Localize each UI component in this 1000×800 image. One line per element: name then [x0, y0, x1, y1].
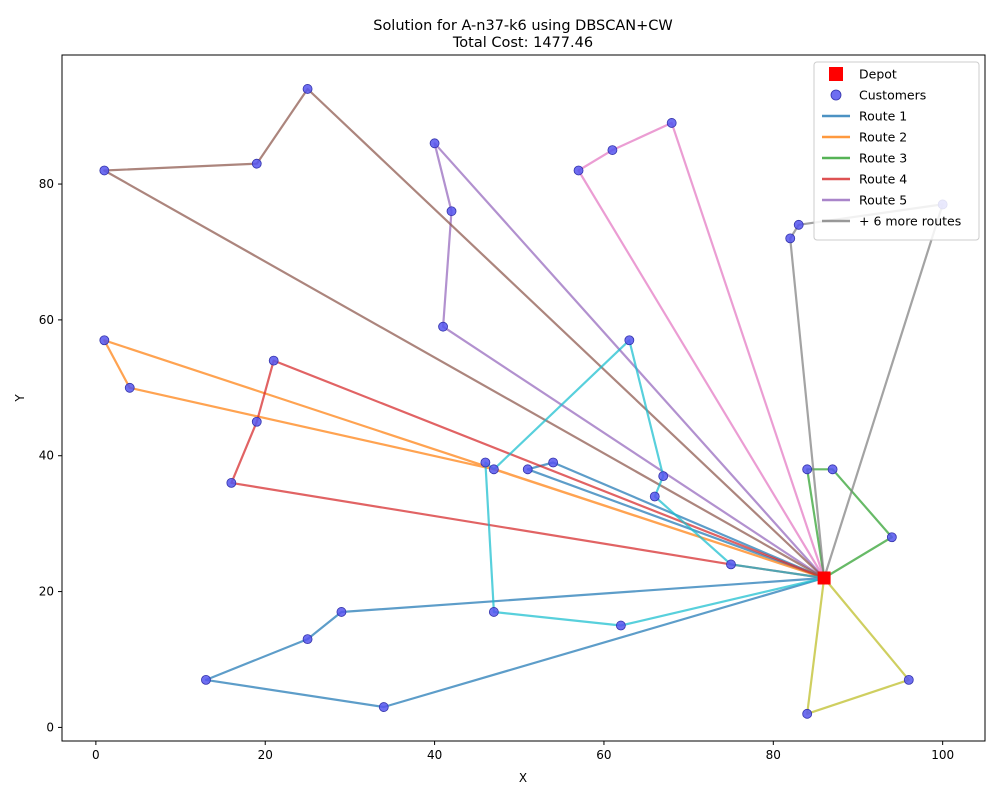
- x-tick-label: 80: [766, 748, 781, 762]
- legend-box: [813, 61, 980, 241]
- customer-point: [666, 118, 677, 128]
- y-tick-label: 0: [46, 720, 54, 734]
- customer-point: [378, 702, 389, 712]
- customer-point: [649, 491, 660, 502]
- y-tick-label: 60: [39, 313, 54, 327]
- route-line: [806, 468, 894, 579]
- customer-point: [336, 607, 347, 617]
- customer-point: [548, 457, 559, 468]
- customer-point: [99, 335, 110, 346]
- customer-point: [251, 416, 262, 427]
- customer-point: [302, 84, 313, 94]
- y-tick-label: 20: [39, 585, 54, 599]
- legend-label: Customers: [859, 88, 926, 103]
- customer-point: [268, 355, 279, 366]
- customer-point: [624, 335, 635, 346]
- x-tick-label: 40: [427, 748, 442, 762]
- customer-point: [429, 138, 440, 149]
- y-tick-label: 80: [39, 177, 54, 191]
- customer-point: [488, 607, 499, 617]
- route-line: [789, 203, 944, 579]
- customer-point: [438, 321, 448, 332]
- legend-label: Route 3: [859, 151, 907, 166]
- x-tick-label: 0: [92, 748, 100, 762]
- legend-label: Route 4: [859, 172, 907, 187]
- chart-title: Solution for A-n37-k6 using DBSCAN+CW: [373, 18, 673, 34]
- x-tick-label: 100: [931, 748, 954, 762]
- customer-point: [124, 382, 135, 393]
- route-line: [103, 87, 825, 579]
- customer-point: [522, 464, 533, 475]
- legend: Depot Customers Route 1 Route 2 Route 3 Route…: [813, 61, 980, 241]
- depot-point: [817, 571, 831, 585]
- x-tick-label: 20: [258, 748, 273, 762]
- legend-label: + 6 more routes: [859, 214, 961, 229]
- points-layer: [99, 84, 948, 719]
- route-line: [806, 577, 910, 715]
- route-line: [204, 576, 825, 709]
- customer-point: [251, 158, 262, 169]
- route-line: [484, 339, 825, 627]
- customer-point: [480, 457, 491, 468]
- customer-point: [785, 233, 796, 244]
- customer-point: [201, 674, 211, 685]
- customer-point: [802, 708, 813, 719]
- route-line: [103, 339, 825, 580]
- legend-label: Route 2: [859, 130, 907, 145]
- customer-point: [827, 464, 838, 475]
- legend-label: Route 5: [859, 193, 907, 208]
- x-axis-label: X: [519, 771, 527, 785]
- customer-point: [802, 464, 813, 475]
- y-axis: 0 20 40 60 80: [39, 177, 62, 734]
- y-tick-label: 40: [39, 449, 54, 463]
- x-axis: 0 20 40 60 80 100: [92, 741, 954, 762]
- customer-point: [903, 674, 914, 685]
- customer-point: [726, 559, 736, 570]
- legend-label: Route 1: [859, 109, 907, 124]
- customer-point: [658, 471, 669, 482]
- chart-subtitle: Total Cost: 1477.46: [452, 35, 593, 51]
- customer-point: [793, 219, 804, 230]
- legend-depot-marker: [829, 67, 843, 81]
- plot-frame: [61, 54, 986, 742]
- customer-point: [886, 532, 897, 543]
- customer-point: [607, 145, 618, 155]
- legend-customer-marker: [830, 89, 842, 101]
- y-axis-label: Y: [13, 394, 27, 403]
- customer-point: [99, 165, 110, 176]
- customer-point: [302, 634, 313, 645]
- customer-point: [488, 464, 499, 475]
- customer-point: [226, 478, 237, 488]
- customer-point: [573, 165, 584, 176]
- customer-point: [615, 620, 626, 631]
- customer-point: [446, 206, 457, 217]
- legend-label: Depot: [859, 67, 897, 82]
- x-tick-label: 60: [596, 748, 611, 762]
